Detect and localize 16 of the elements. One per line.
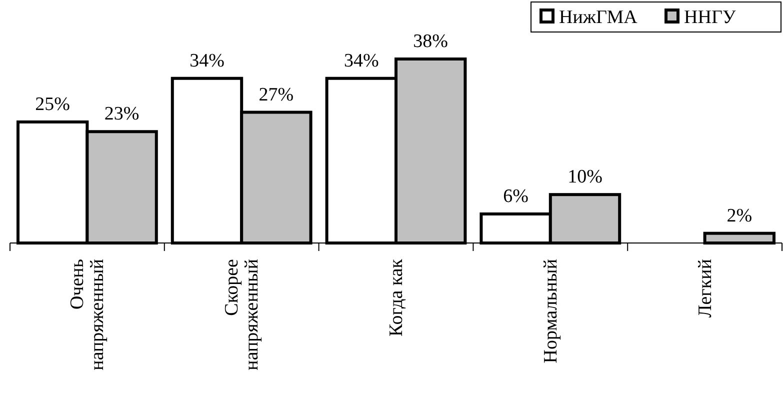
legend-label: НижГМА: [559, 7, 638, 28]
x-tick-label: Нормальный: [540, 259, 562, 364]
data-label: 27%: [258, 84, 294, 106]
data-label: 6%: [503, 186, 529, 207]
x-tick-label: Скорее напряженный: [222, 259, 263, 370]
x-tick-label: Легкий: [694, 259, 716, 318]
x-tick-label: Когда как: [386, 258, 407, 337]
data-label: 38%: [413, 31, 448, 52]
legend-label: ННГУ: [684, 7, 736, 28]
data-label: 2%: [726, 205, 752, 226]
x-tick-label: Очень напряженный: [67, 258, 108, 370]
data-label: 34%: [190, 50, 225, 72]
data-label: 23%: [104, 104, 140, 125]
data-label: 10%: [568, 166, 603, 188]
data-label: 25%: [35, 94, 70, 115]
data-label: 34%: [344, 50, 379, 72]
